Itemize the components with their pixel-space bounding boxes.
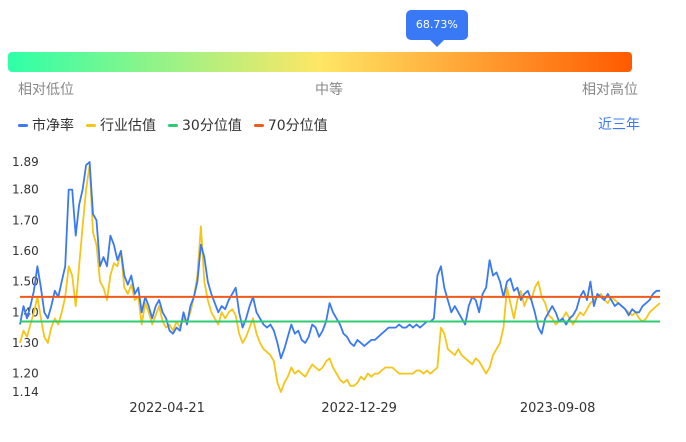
legend-item-1[interactable]: 行业估值: [86, 115, 156, 135]
y-tick-label: 1.80: [12, 183, 39, 197]
y-tick-label: 1.50: [12, 275, 39, 289]
range-three-years-button[interactable]: 近三年: [598, 117, 640, 133]
legend-item-2[interactable]: 30分位值: [168, 115, 242, 135]
gauge-gradient-bar: [8, 52, 632, 72]
legend-swatch-3: [253, 123, 264, 127]
legend-item-3[interactable]: 70分位值: [253, 115, 328, 135]
legend-swatch-0: [18, 123, 28, 127]
gauge-low-label: 相对低位: [18, 82, 74, 98]
x-tick-label: 2022-12-29: [321, 401, 397, 416]
legend-label-0: 市净率: [32, 118, 74, 134]
gauge-high-label: 相对高位: [582, 82, 638, 98]
legend-swatch-2: [168, 123, 178, 127]
y-tick-label: 1.30: [12, 336, 39, 350]
percentile-gauge: 68.73% 相对低位 中等 相对高位: [0, 0, 686, 100]
chart-legend: 市净率 行业估值 30分位值 70分位值: [18, 114, 340, 136]
legend-swatch-1: [86, 123, 96, 127]
y-tick-label: 1.60: [12, 244, 39, 258]
legend-label-1: 行业估值: [100, 118, 156, 134]
percentile-bubble: 68.73%: [405, 10, 468, 47]
series-line-pb: [19, 161, 660, 360]
x-tick-label: 2023-09-08: [520, 401, 596, 416]
series-line-industry: [19, 164, 661, 393]
y-tick-label: 1.89: [12, 155, 39, 169]
y-tick-label: 1.70: [12, 213, 39, 227]
legend-label-2: 30分位值: [182, 118, 242, 134]
y-tick-label: 1.20: [12, 367, 39, 381]
x-tick-label: 2022-04-21: [129, 401, 205, 416]
legend-label-3: 70分位值: [267, 118, 328, 134]
y-tick-label: 1.14: [12, 385, 39, 399]
gauge-mid-label: 中等: [315, 82, 343, 98]
legend-item-0[interactable]: 市净率: [18, 115, 74, 135]
